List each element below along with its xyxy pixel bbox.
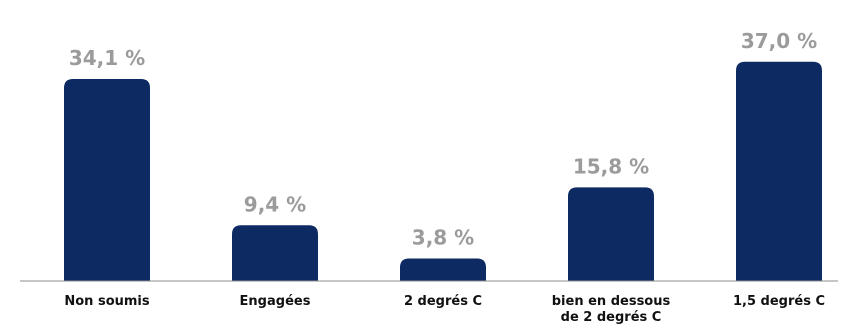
value-label-3: 3,8 % <box>412 225 474 249</box>
category-label-5: 1,5 degrés C <box>733 294 825 309</box>
bar-3 <box>400 258 486 281</box>
value-labels-group: 34,1 % 9,4 % 3,8 % 15,8 % 37,0 % <box>69 29 817 250</box>
category-label-3: 2 degrés C <box>404 294 482 309</box>
category-label-line: Engagées <box>240 294 311 309</box>
category-label-line: de 2 degrés C <box>561 310 662 325</box>
bar-1 <box>64 78 150 282</box>
value-label-2: 9,4 % <box>244 192 306 216</box>
category-labels-group: Non soumis Engagées 2 degrés C bien en dess… <box>64 294 825 325</box>
category-label-4: bien en dessous de 2 degrés C <box>552 294 671 325</box>
value-label-4: 15,8 % <box>573 154 649 178</box>
bar-5 <box>736 61 822 282</box>
category-label-line: Non soumis <box>64 294 150 309</box>
bar-4 <box>568 187 654 281</box>
category-label-line: 1,5 degrés C <box>733 294 825 309</box>
value-label-5: 37,0 % <box>741 29 817 53</box>
category-label-line: 2 degrés C <box>404 294 482 309</box>
bars-group <box>64 61 822 282</box>
category-label-1: Non soumis <box>64 294 150 309</box>
value-label-1: 34,1 % <box>69 46 145 70</box>
category-label-2: Engagées <box>240 294 311 309</box>
category-label-line: bien en dessous <box>552 294 671 309</box>
bar-2 <box>232 225 318 281</box>
